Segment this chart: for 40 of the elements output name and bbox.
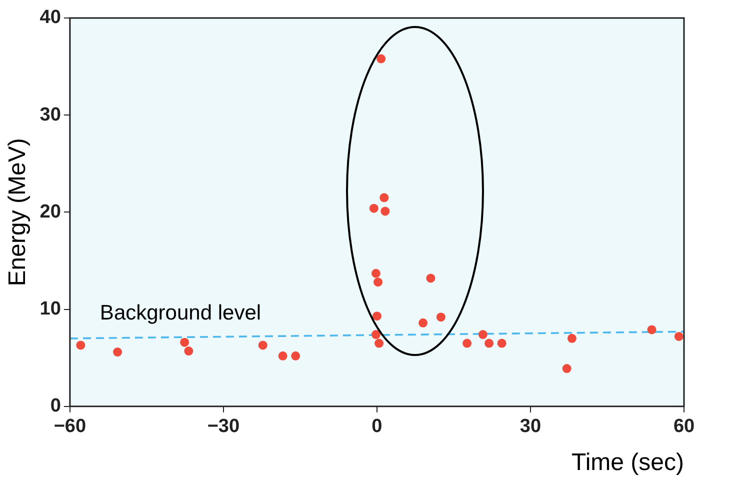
point [436,312,446,322]
point [497,338,506,348]
point [380,193,389,202]
point [371,268,380,278]
y-tick-label: 10 [40,298,61,320]
point [562,364,572,374]
point [180,338,190,347]
y-tick-label: 20 [40,201,61,222]
point [278,351,288,360]
y-tick-label: 40 [40,7,61,28]
point [371,330,380,340]
x-tick-label: −30 [207,416,240,438]
series-label: Background level [100,302,262,325]
y-axis-title: Energy (MeV) [4,138,32,286]
x-tick-label: −60 [54,416,86,438]
x-tick-label: 60 [673,416,695,438]
point [376,54,386,64]
point [462,338,472,348]
point [418,318,428,328]
x-tick-label: 0 [372,416,382,438]
point [674,332,684,341]
point [567,334,576,343]
point [374,338,384,348]
point [291,351,300,360]
point [373,278,382,287]
y-tick-label: 0 [50,396,61,417]
point [372,312,382,321]
x-tick-label: 30 [520,416,542,438]
point [369,204,378,213]
point [380,206,390,216]
point [647,325,656,334]
point [426,274,436,283]
point [76,340,86,350]
x-axis-title: Time (sec) [572,449,684,476]
point [484,338,494,348]
y-tick-label: 30 [40,104,61,126]
point [478,330,488,340]
point [113,348,122,357]
point [258,340,268,350]
point [184,346,194,356]
